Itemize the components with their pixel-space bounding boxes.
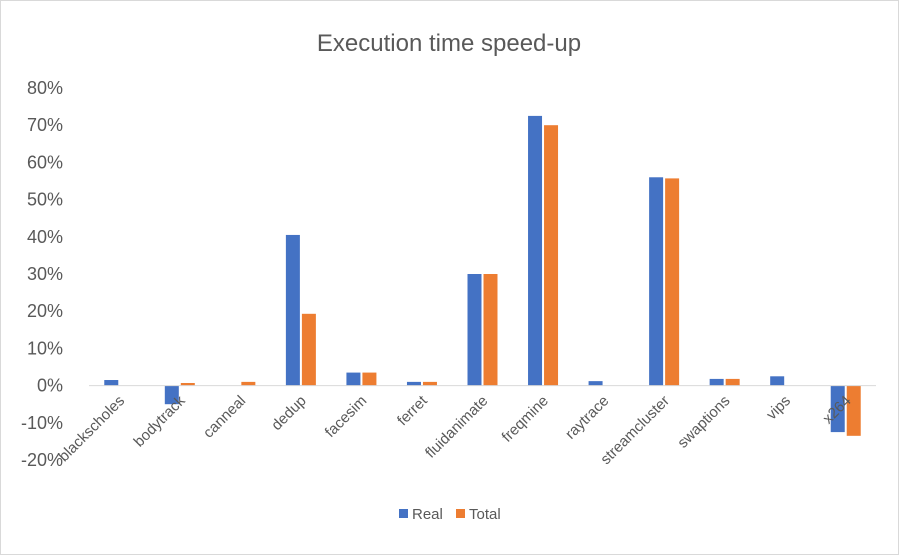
y-axis-ticks: -20% -10% 0% 10% 20% 30% 40% 50% 60% 70% 80%	[21, 78, 63, 470]
bar-real-vips	[770, 376, 785, 386]
bar-real-dedup	[285, 234, 300, 386]
y-tick-label: 60%	[27, 152, 63, 172]
bar-total-bodytrack	[180, 382, 195, 386]
x-tick-label: facesim	[322, 392, 371, 441]
bar-real-swaptions	[709, 378, 724, 386]
x-tick-label: ferret	[394, 392, 431, 429]
y-tick-label: 70%	[27, 115, 63, 135]
bar-total-x264	[846, 385, 861, 436]
bar-real-bodytrack	[164, 385, 179, 405]
x-tick-label: freqmine	[499, 392, 552, 445]
y-tick-label: -10%	[21, 413, 63, 433]
bar-total-facesim	[362, 372, 377, 386]
x-tick-label: bodytrack	[131, 392, 189, 450]
legend-swatch-total	[456, 509, 465, 518]
bar-real-facesim	[346, 372, 361, 386]
y-tick-label: -20%	[21, 450, 63, 470]
bar-total-dedup	[301, 313, 316, 386]
x-tick-label: blackscholes	[55, 392, 128, 465]
bar-total-ferret	[422, 381, 437, 386]
legend-label-total: Total	[469, 506, 501, 523]
bar-real-freqmine	[528, 115, 543, 386]
x-tick-label: dedup	[268, 392, 310, 434]
x-tick-label: vips	[763, 392, 794, 423]
bar-total-streamcluster	[665, 178, 680, 386]
bar-real-streamcluster	[649, 177, 664, 386]
y-tick-label: 20%	[27, 301, 63, 321]
bar-real-ferret	[406, 381, 421, 386]
bars	[104, 115, 861, 436]
y-tick-label: 50%	[27, 190, 63, 210]
x-tick-label: fluidanimate	[422, 392, 491, 461]
bar-real-blackscholes	[104, 380, 119, 386]
x-axis-ticks: blackscholes bodytrack canneal dedup facesim…	[55, 392, 854, 468]
y-tick-label: 40%	[27, 227, 63, 247]
legend-swatch-real	[399, 509, 408, 518]
y-tick-label: 80%	[27, 78, 63, 98]
legend: Real Total	[399, 506, 501, 523]
bar-real-x264	[830, 385, 845, 433]
x-tick-label: canneal	[200, 392, 249, 441]
x-tick-label: swaptions	[674, 392, 733, 451]
bar-total-freqmine	[544, 125, 559, 386]
bar-total-fluidanimate	[483, 274, 498, 386]
y-tick-label: 30%	[27, 264, 63, 284]
y-tick-label: 0%	[37, 376, 63, 396]
bar-real-fluidanimate	[467, 274, 482, 386]
bar-total-swaptions	[725, 378, 740, 386]
y-tick-label: 10%	[27, 338, 63, 358]
chart-title: Execution time speed-up	[317, 30, 581, 57]
bar-total-canneal	[241, 381, 256, 386]
x-tick-label: raytrace	[562, 392, 612, 442]
bar-real-raytrace	[588, 381, 603, 386]
legend-label-real: Real	[412, 506, 443, 523]
